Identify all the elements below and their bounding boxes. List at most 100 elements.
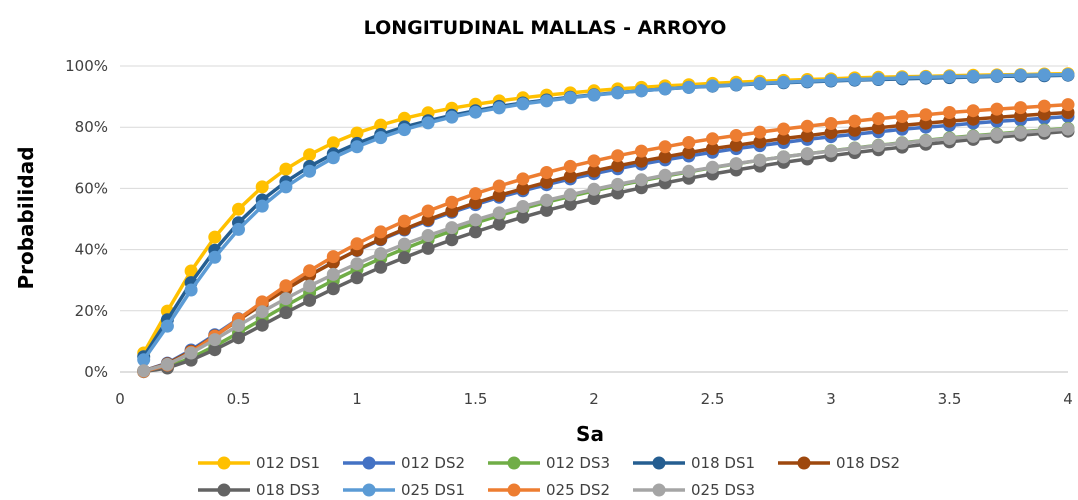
data-point [326, 250, 340, 264]
y-tick-label: 0% [84, 363, 108, 381]
data-point [374, 260, 388, 274]
legend: 012 DS1 012 DS2 012 DS3 018 DS1 018 DS2 018 D… [198, 454, 900, 499]
legend-label: 018 DS2 [836, 454, 900, 472]
y-tick-label: 60% [75, 179, 108, 197]
data-point [208, 333, 222, 347]
data-point [540, 175, 554, 189]
data-point [516, 172, 530, 186]
data-point [540, 94, 554, 108]
x-tick-label: 2.5 [701, 390, 725, 408]
data-point [871, 121, 885, 135]
data-point [516, 200, 530, 213]
data-point [492, 217, 506, 231]
data-point [634, 84, 648, 98]
data-point [990, 102, 1004, 116]
data-point [563, 188, 577, 202]
legend-label: 018 DS3 [256, 481, 320, 499]
legend-item-018-ds3: 018 DS3 [198, 481, 320, 499]
data-point [540, 193, 554, 207]
data-point [990, 128, 1004, 141]
data-point [943, 70, 956, 84]
data-point [634, 154, 648, 168]
data-point [919, 70, 933, 84]
axes: 0% 20% 40% 60% 80% 100% 0 0.5 1 1.5 2 2.5 3 3.5 4 [65, 57, 1073, 408]
data-point [1014, 125, 1028, 139]
data-point [469, 213, 482, 227]
series-lines [137, 67, 1075, 379]
data-point [611, 159, 625, 173]
data-point [469, 225, 482, 239]
data-point [1037, 68, 1051, 82]
data-point [255, 199, 269, 213]
data-point [895, 110, 909, 123]
data-point [729, 129, 743, 142]
data-point [611, 86, 625, 100]
data-point [966, 104, 980, 118]
data-point [587, 164, 601, 178]
data-point [563, 91, 577, 105]
legend-item-012-ds1: 012 DS1 [198, 454, 320, 472]
data-point [137, 353, 151, 367]
data-point [706, 142, 719, 156]
data-point [303, 279, 317, 293]
data-point [919, 134, 933, 148]
data-point [326, 136, 340, 150]
data-point [611, 149, 625, 163]
data-point [255, 318, 269, 332]
data-point [895, 71, 909, 85]
data-point [492, 179, 506, 193]
data-point [421, 241, 435, 255]
data-point [279, 279, 293, 293]
data-point [658, 150, 672, 164]
series-line-025-ds2 [143, 102, 1069, 374]
legend-label: 012 DS2 [401, 454, 465, 472]
data-point [848, 141, 862, 155]
data-point [1014, 101, 1028, 115]
series-018-ds2 [137, 106, 1075, 378]
y-tick-label: 100% [65, 57, 108, 75]
data-point [516, 182, 530, 196]
data-point [279, 180, 293, 194]
data-point [469, 105, 482, 119]
x-tick-label: 3.5 [938, 390, 962, 408]
x-tick-label: 2 [589, 390, 599, 408]
data-point [753, 76, 767, 90]
data-point [374, 118, 388, 132]
legend-label: 025 DS3 [691, 481, 755, 499]
x-axis-title: Sa [576, 422, 604, 446]
x-tick-label: 3 [826, 390, 836, 408]
data-point [587, 192, 601, 205]
legend-swatch-marker [217, 456, 231, 470]
data-point [682, 136, 696, 149]
data-point [445, 221, 459, 235]
data-point [350, 140, 364, 154]
data-point [587, 88, 601, 102]
data-point [137, 364, 151, 378]
data-point [966, 69, 980, 83]
data-point [824, 117, 838, 130]
data-point [160, 357, 174, 371]
data-point [469, 187, 482, 201]
legend-label: 025 DS1 [401, 481, 465, 499]
data-point [445, 195, 459, 209]
data-point [421, 116, 435, 130]
data-point [634, 173, 648, 187]
data-point [706, 132, 719, 146]
legend-label: 012 DS1 [256, 454, 320, 472]
data-point [232, 319, 245, 332]
x-tick-label: 4 [1063, 390, 1073, 408]
data-point [492, 206, 506, 220]
data-point [895, 136, 909, 150]
series-012-ds2 [137, 110, 1075, 378]
legend-swatch-marker [797, 456, 811, 470]
x-tick-label: 0 [115, 390, 125, 408]
legend-item-025-ds3: 025 DS3 [633, 481, 755, 499]
data-point [184, 346, 198, 360]
data-point [682, 164, 696, 178]
data-point [658, 140, 672, 154]
data-point [706, 160, 719, 174]
series-018-ds3 [137, 124, 1075, 379]
data-point [469, 196, 482, 210]
data-point [303, 148, 317, 162]
data-point [374, 131, 388, 145]
